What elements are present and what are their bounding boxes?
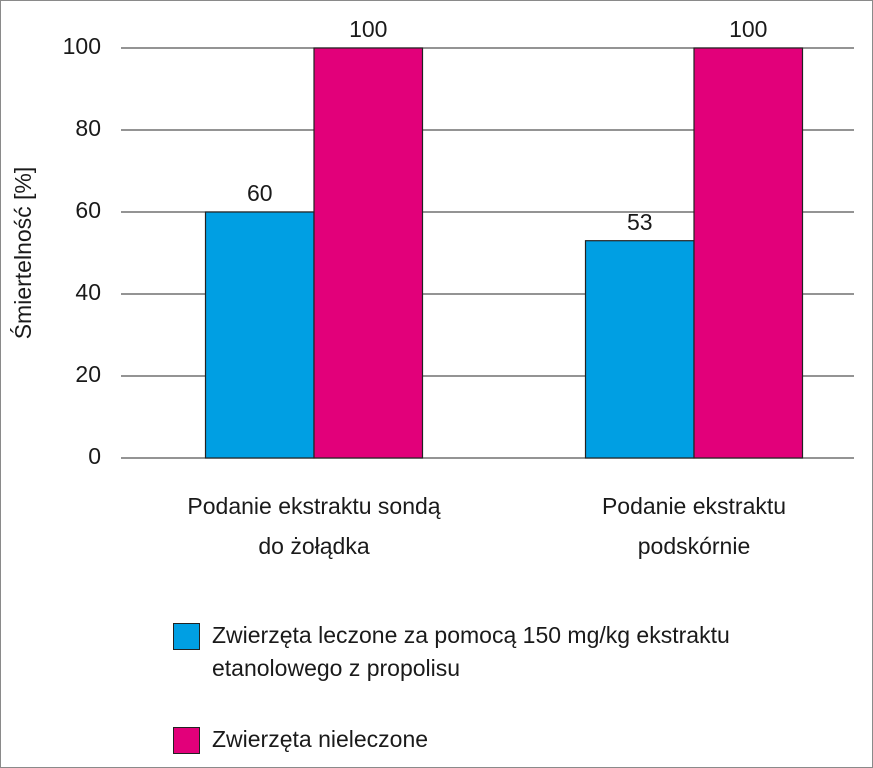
value-label: 53 bbox=[627, 209, 653, 235]
bar bbox=[693, 47, 804, 459]
value-label: 100 bbox=[729, 16, 767, 42]
y-tick-label: 100 bbox=[63, 33, 101, 59]
legend-label: Zwierzęta leczone za pomocą 150 mg/kg ek… bbox=[212, 622, 730, 681]
x-tick-label: Podanie ekstraktu podskórnie bbox=[601, 493, 787, 559]
legend-swatch bbox=[173, 623, 200, 650]
y-tick-label: 20 bbox=[75, 361, 101, 387]
legend-label: Zwierzęta nieleczone bbox=[212, 726, 429, 752]
y-tick-label: 60 bbox=[75, 197, 101, 223]
bar bbox=[584, 240, 695, 459]
y-axis-label: Śmiertelność [%] bbox=[9, 167, 36, 340]
y-tick-label: 80 bbox=[75, 115, 101, 141]
legend-swatch bbox=[173, 727, 200, 754]
x-tick-label: Podanie ekstraktu sondą do żołądka bbox=[187, 493, 441, 559]
value-label: 100 bbox=[349, 16, 387, 42]
y-tick-label: 0 bbox=[88, 443, 101, 469]
y-tick-label: 40 bbox=[75, 279, 101, 305]
value-label: 60 bbox=[247, 180, 273, 206]
bar bbox=[204, 211, 315, 459]
bar bbox=[313, 47, 424, 459]
